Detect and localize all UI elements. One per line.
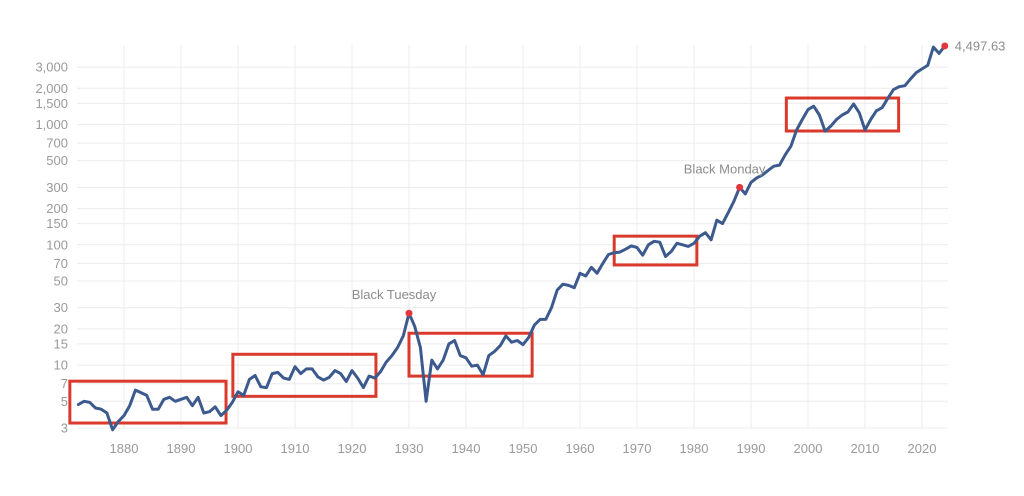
x-tick-label: 1880 — [110, 441, 139, 456]
annotations: Black Tuesday Black Monday 4,497.63 — [352, 38, 1006, 317]
x-tick-label: 1960 — [566, 441, 595, 456]
x-tick-label: 1950 — [509, 441, 538, 456]
x-tick-label: 2000 — [794, 441, 823, 456]
y-tick-label: 100 — [46, 237, 68, 252]
series-line — [76, 44, 947, 432]
highlight-boxes — [68, 96, 901, 425]
highlight-box — [407, 331, 534, 378]
y-tick-label: 700 — [46, 136, 68, 151]
grid — [77, 45, 948, 429]
highlight-box — [68, 379, 228, 425]
y-tick-label: 200 — [46, 201, 68, 216]
x-tick-label: 1980 — [680, 441, 709, 456]
x-tick-label: 2010 — [851, 441, 880, 456]
y-tick-label: 1,000 — [35, 117, 68, 132]
x-tick-label: 1930 — [395, 441, 424, 456]
highlight-box — [784, 96, 901, 133]
y-tick-label: 30 — [54, 300, 68, 315]
annotation-marker — [736, 183, 744, 191]
y-tick-label: 10 — [54, 358, 68, 373]
x-tick-label: 1970 — [623, 441, 652, 456]
highlight-box — [612, 234, 699, 267]
y-tick-label: 5 — [61, 394, 68, 409]
x-tick-label: 1910 — [281, 441, 310, 456]
x-tick-label: 2020 — [908, 441, 937, 456]
y-tick-label: 50 — [54, 274, 68, 289]
y-tick-label: 7 — [61, 376, 68, 391]
y-tick-label: 500 — [46, 153, 68, 168]
annotation-marker — [405, 309, 413, 317]
y-tick-label: 70 — [54, 256, 68, 271]
y-tick-label: 300 — [46, 180, 68, 195]
y-tick-label: 15 — [54, 336, 68, 351]
y-tick-label: 3,000 — [35, 60, 68, 75]
y-tick-label: 150 — [46, 216, 68, 231]
y-tick-label: 20 — [54, 321, 68, 336]
x-tick-label: 1890 — [167, 441, 196, 456]
x-axis-ticks: 1880 1890 1900 1910 1920 1930 1940 1950 1960 1970… — [110, 441, 937, 456]
y-tick-label: 1,500 — [35, 96, 68, 111]
x-tick-label: 1900 — [224, 441, 253, 456]
annotation-marker — [941, 42, 949, 50]
x-tick-label: 1920 — [338, 441, 367, 456]
event-label: Black Tuesday — [352, 287, 437, 302]
x-tick-label: 1940 — [452, 441, 481, 456]
x-tick-label: 1990 — [737, 441, 766, 456]
event-label: Black Monday — [684, 161, 766, 176]
last-value-label: 4,497.63 — [955, 38, 1006, 53]
y-tick-label: 3 — [61, 421, 68, 436]
y-tick-label: 2,000 — [35, 81, 68, 96]
